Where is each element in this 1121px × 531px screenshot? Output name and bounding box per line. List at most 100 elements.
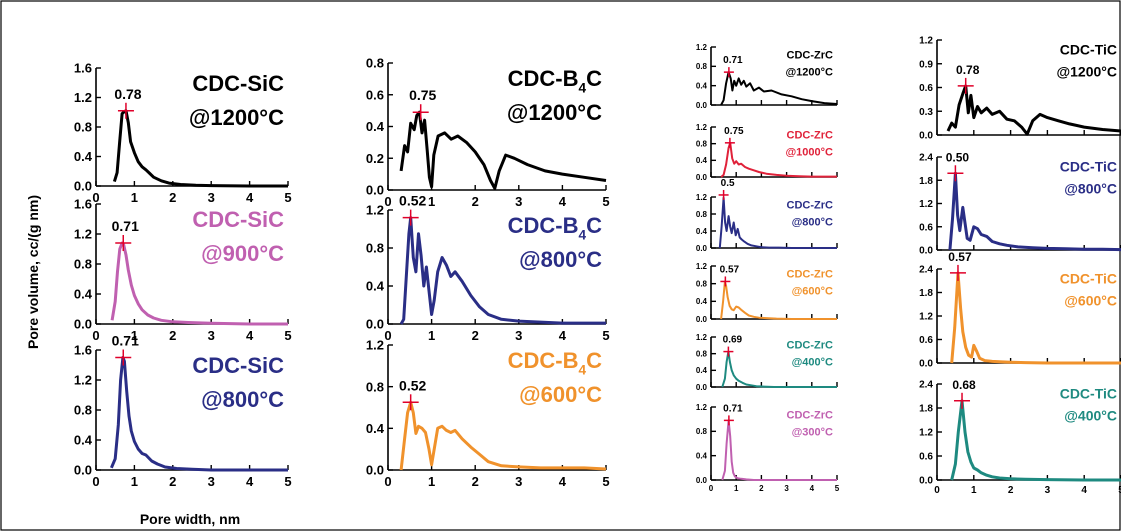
series-name-sic-1200: CDC-SiC (192, 71, 284, 96)
x-tick-label-tic-400: 2 (1008, 485, 1014, 496)
y-tick-label-sic-800: 1.2 (74, 373, 92, 388)
y-tick-label-zrc-800: 0.0 (696, 244, 708, 253)
series-name-tail-b4c-600: C (586, 348, 602, 373)
y-tick-label-zrc-600: 0.8 (696, 280, 708, 289)
x-tick-label-sic-1200: 2 (169, 190, 176, 205)
peak-marker-tic-600 (949, 264, 966, 281)
x-tick-label-sic-800: 1 (131, 474, 138, 489)
x-tick-label-b4c-600: 3 (515, 474, 522, 489)
y-tick-label-zrc-1000: 0.0 (696, 173, 708, 182)
series-name-sic-800: CDC-SiC (192, 353, 284, 378)
x-tick-label-sic-800: 4 (246, 474, 254, 489)
panel-zrc-1000: 0.0 0.4 0.8 1.2 0.75 CDC-ZrC @1000°C (696, 123, 838, 182)
x-tick-label-zrc-300: 4 (810, 484, 815, 493)
panel-tic-600: 0.0 0.6 1.2 1.8 2.4 0.57 CDC-TiC @600°C (919, 250, 1121, 370)
series-temp-zrc-1200: @1200°C (785, 67, 833, 79)
y-tick-label-zrc-1200: 0.0 (696, 101, 708, 110)
series-name-b4c-800: CDC-B4C (508, 213, 602, 243)
y-tick-label-zrc-800: 1.2 (696, 193, 708, 202)
y-tick-label-tic-800: 0.6 (919, 222, 933, 233)
panel-zrc-400: 0.0 0.4 0.8 1.2 0.69 CDC-ZrC @400°C (696, 333, 838, 392)
x-tick-label-b4c-1200: 0 (384, 194, 391, 209)
series-line-sic-800 (110, 356, 288, 472)
y-tick-label-zrc-800: 0.8 (696, 210, 708, 219)
peak-label-tic-800: 0.50 (946, 150, 970, 164)
series-line-b4c-800 (399, 216, 606, 325)
peak-label-zrc-300: 0.71 (723, 403, 743, 414)
y-tick-label-tic-1200: 0.9 (919, 59, 933, 70)
peak-label-sic-900: 0.71 (112, 218, 139, 234)
series-name-zrc-600: CDC-ZrC (787, 269, 833, 281)
y-tick-label-zrc-1000: 0.8 (696, 140, 708, 149)
peak-marker-tic-1200 (957, 77, 974, 94)
x-tick-label-sic-1200: 4 (246, 190, 254, 205)
series-line-sic-900 (110, 241, 288, 326)
y-tick-label-b4c-1200: 0.4 (366, 119, 385, 134)
x-axis-label: Pore width, nm (140, 511, 240, 527)
peak-label-tic-600: 0.57 (948, 250, 972, 264)
x-tick-label-tic-400: 5 (1118, 485, 1121, 496)
series-name-tic-400: CDC-TiC (1060, 386, 1117, 402)
x-tick-label-b4c-1200: 3 (515, 194, 522, 209)
y-tick-label-sic-1200: 0.4 (74, 149, 93, 164)
y-tick-label-sic-1200: 1.6 (74, 61, 92, 76)
peak-label-b4c-800: 0.52 (399, 193, 426, 209)
peak-marker-tic-800 (947, 165, 964, 182)
peak-marker-zrc-600 (720, 276, 731, 287)
y-tick-label-b4c-800: 0.8 (366, 241, 384, 256)
x-tick-label-b4c-1200: 1 (428, 194, 435, 209)
panel-sic-900: 0.0 0.4 0.8 1.2 1.6 0 1 2 3 4 5 0.71 CDC-SiC @900°C (74, 197, 292, 343)
y-tick-label-zrc-600: 1.2 (696, 262, 708, 271)
y-tick-label-zrc-1200: 0.4 (696, 82, 708, 91)
x-tick-label-sic-900: 2 (169, 328, 176, 343)
series-line-sic-1200 (112, 109, 288, 188)
peak-marker-zrc-300 (723, 415, 734, 426)
panels: 0.0 0.4 0.8 1.2 1.6 0 1 2 3 4 5 0.78 CDC-SiC @1200°C 0… (74, 36, 1121, 496)
series-name-main-sic-800: CDC-SiC (192, 353, 284, 378)
y-tick-label-sic-1200: 0.0 (74, 179, 92, 194)
peak-label-tic-1200: 0.78 (956, 63, 980, 77)
series-temp-b4c-800: @800°C (519, 247, 602, 272)
y-tick-label-b4c-600: 1.2 (366, 338, 384, 353)
peak-marker-sic-1200 (117, 102, 134, 119)
series-line-zrc-300 (721, 419, 837, 481)
x-tick-label-b4c-600: 5 (602, 474, 609, 489)
x-tick-label-b4c-600: 0 (384, 474, 391, 489)
x-tick-label-zrc-300: 3 (784, 484, 789, 493)
y-tick-label-tic-1200: 0.0 (919, 131, 933, 142)
y-tick-label-b4c-800: 0.0 (366, 317, 384, 332)
y-tick-label-zrc-1000: 0.4 (696, 156, 708, 165)
series-name-b4c-1200: CDC-B4C (508, 66, 602, 96)
panel-tic-1200: 0.0 0.3 0.6 0.9 1.2 0.78 CDC-TiC @1200°C (919, 36, 1121, 142)
peak-marker-sic-900 (115, 235, 132, 251)
y-tick-label-tic-600: 1.8 (919, 288, 933, 299)
series-temp-tic-600: @600°C (1064, 292, 1117, 308)
y-tick-label-tic-1200: 0.6 (919, 83, 933, 94)
series-temp-sic-900: @900°C (201, 241, 284, 266)
series-name-zrc-1200: CDC-ZrC (787, 50, 833, 62)
y-tick-label-zrc-400: 1.2 (696, 333, 708, 342)
peak-label-b4c-1200: 0.75 (409, 87, 436, 103)
series-temp-sic-800: @800°C (201, 387, 284, 412)
x-tick-label-tic-400: 0 (934, 485, 940, 496)
series-name-main-b4c-600: CDC-B (508, 348, 579, 373)
panel-sic-800: 0.0 0.4 0.8 1.2 1.6 0 1 2 3 4 5 0.71 CDC-SiC @800°C (74, 333, 292, 490)
series-temp-b4c-1200: @1200°C (507, 100, 602, 125)
series-name-sub-b4c-1200: 4 (579, 81, 587, 96)
y-tick-label-b4c-600: 0.8 (366, 379, 384, 394)
series-temp-zrc-800: @800°C (792, 217, 833, 229)
series-line-b4c-1200 (399, 110, 607, 190)
series-temp-zrc-300: @300°C (792, 427, 833, 439)
x-tick-label-sic-1200: 0 (92, 190, 99, 205)
x-tick-label-sic-800: 5 (284, 474, 291, 489)
series-name-tail-b4c-800: C (586, 213, 602, 238)
x-tick-label-b4c-800: 4 (559, 328, 567, 343)
y-tick-label-b4c-1200: 0.8 (366, 56, 384, 71)
peak-marker-zrc-1200 (723, 67, 734, 78)
series-line-zrc-800 (718, 196, 837, 249)
y-tick-label-zrc-1000: 1.2 (696, 123, 708, 132)
peak-marker-zrc-400 (723, 346, 734, 357)
